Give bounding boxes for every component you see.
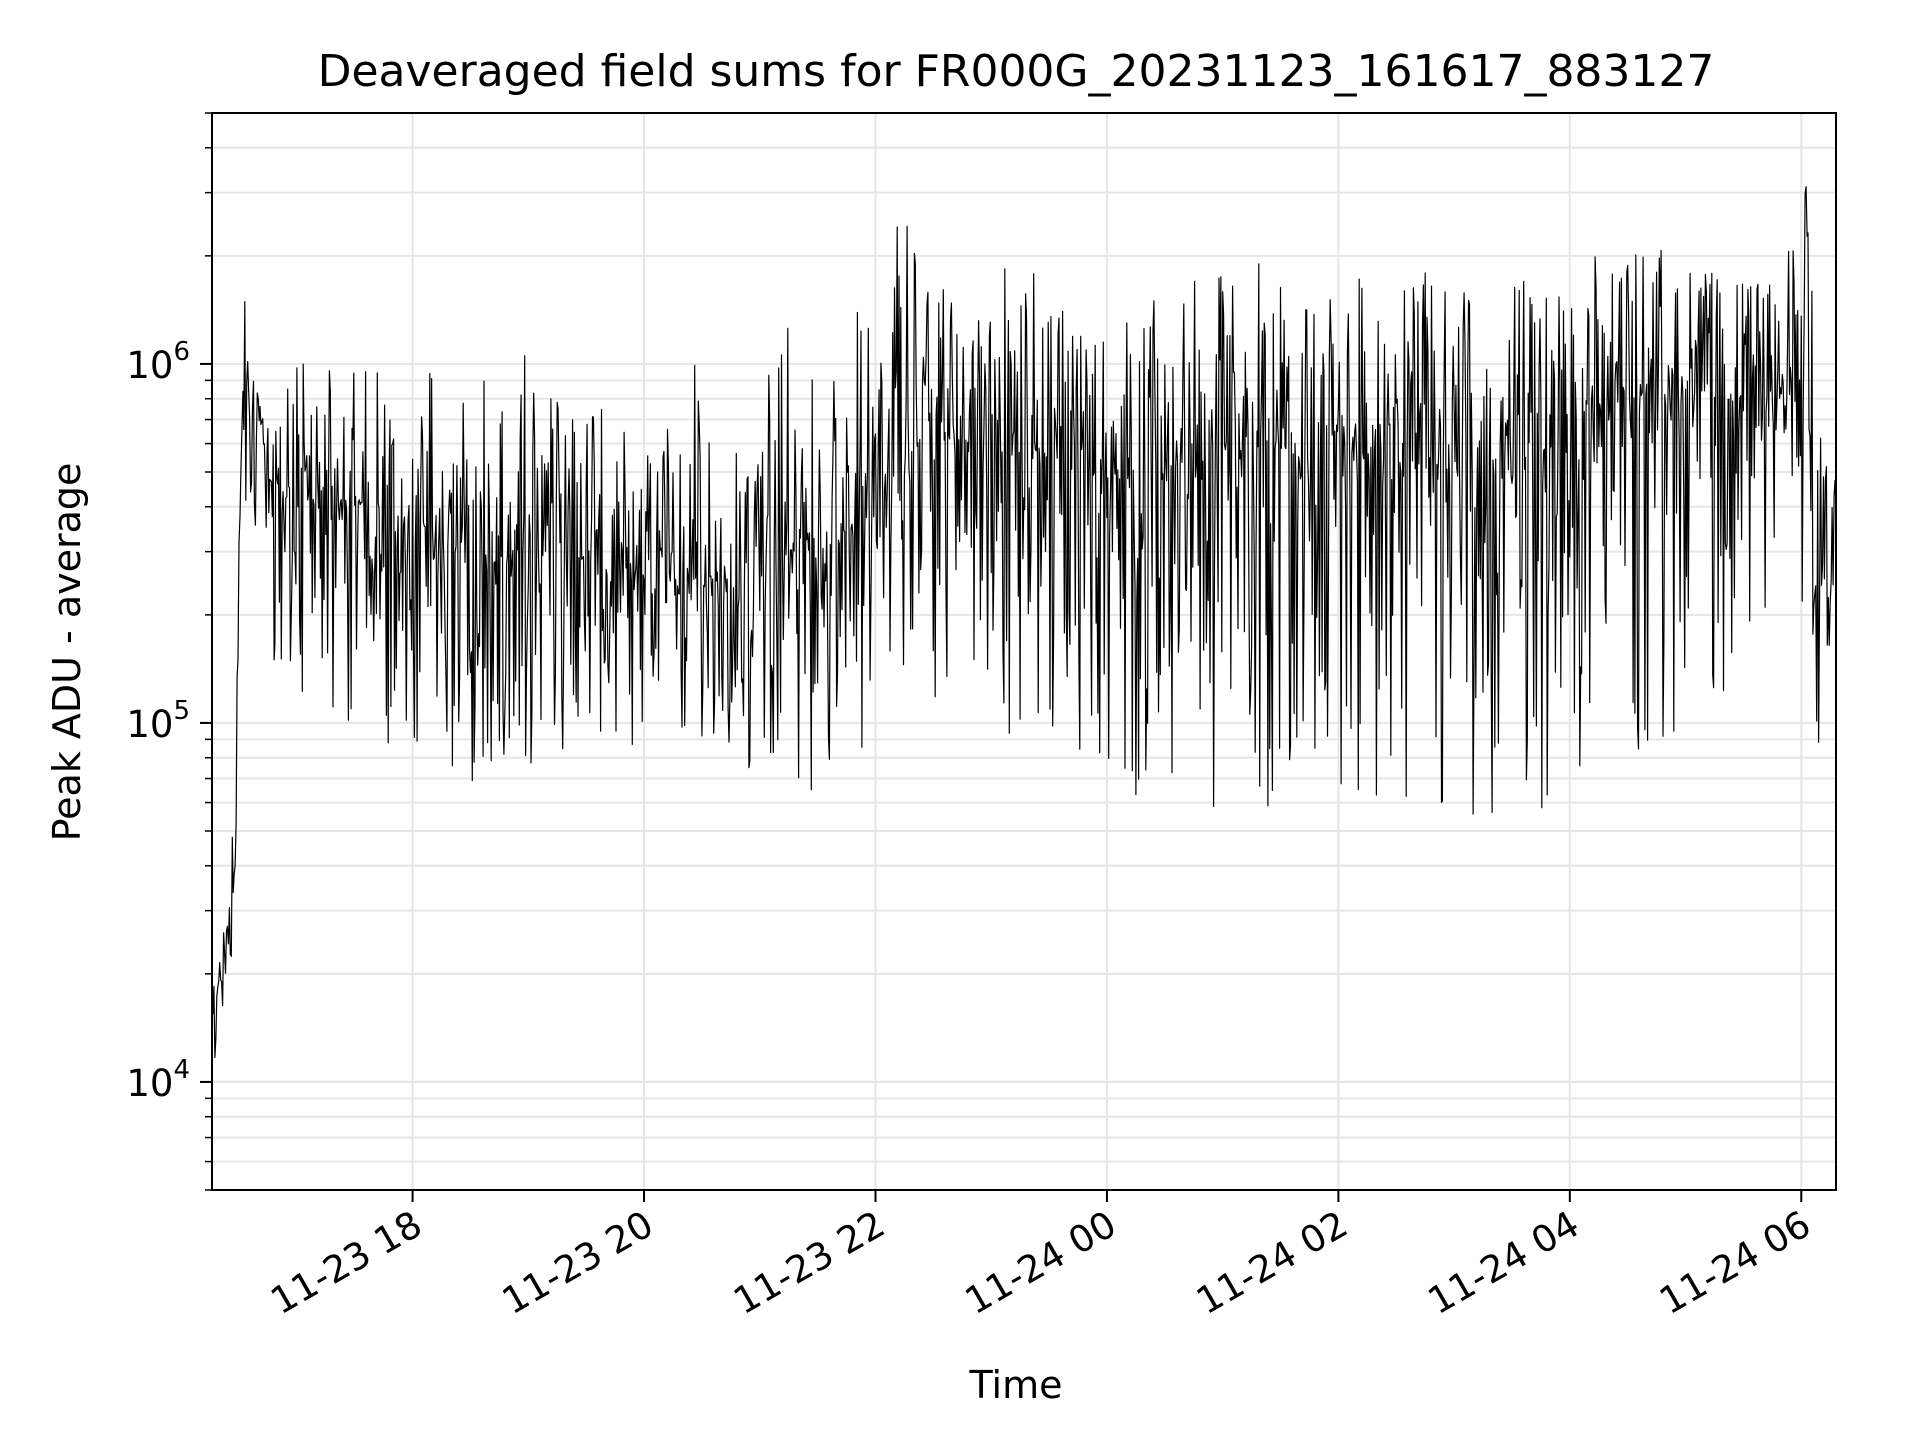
plot-area-frame [211,112,1837,1191]
y-tick-exponent: 4 [173,1055,190,1085]
chart-title: Deaveraged field sums for FR000G_2023112… [318,46,1715,97]
x-axis-label: Time [969,1363,1063,1407]
y-tick-base: 10 [126,1062,173,1105]
y-tick-label: 104 [126,1055,190,1105]
y-tick-label: 106 [126,337,190,387]
y-axis-label: Peak ADU - average [45,463,89,842]
y-tick-base: 10 [126,344,173,387]
y-tick-exponent: 6 [173,337,190,367]
y-tick-label: 105 [126,696,190,746]
data-layer [211,186,1837,1059]
y-tick-exponent: 5 [173,696,190,726]
series-line-0 [211,186,1837,1059]
y-tick-base: 10 [126,703,173,746]
